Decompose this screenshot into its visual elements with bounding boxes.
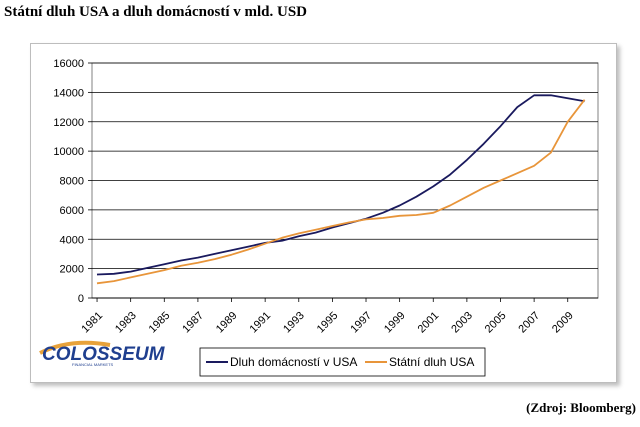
x-tick-label: 2001: [416, 310, 442, 336]
logo-swoosh-icon: [39, 340, 111, 355]
x-tick-label: 2005: [483, 310, 509, 336]
logo-text: COLOSSEUM: [42, 344, 166, 365]
series-line-1: [96, 94, 585, 276]
x-axis-ticks: 1981 1983 1985 1987 1989 1991 1993 1995 1997 1999…: [79, 297, 598, 336]
y-tick-label: 10000: [53, 146, 84, 158]
y-tick-label: 2000: [60, 264, 84, 276]
legend-label-household: Dluh domácností v USA: [230, 355, 357, 369]
x-tick-label: 1993: [281, 310, 307, 336]
series-line-2: [96, 99, 586, 285]
legend-label-state: Státní dluh USA: [389, 355, 474, 369]
source-note: (Zdroj: Bloomberg): [526, 400, 636, 415]
x-tick-label: 1997: [348, 310, 374, 336]
series-lines: [96, 94, 586, 285]
x-tick-label: 1981: [79, 310, 105, 336]
y-tick-label: 16000: [53, 58, 84, 70]
y-axis-ticks: 0 2000 4000 6000 8000 10000 12000 14000 16000: [53, 58, 92, 305]
x-tick-label: 1991: [247, 310, 273, 336]
chart-frame: [30, 43, 617, 383]
logo-subtitle: FINANCIAL MARKETS: [72, 362, 114, 367]
x-tick-label: 1983: [113, 310, 139, 336]
x-tick-label: 1999: [382, 310, 408, 336]
y-tick-label: 0: [78, 293, 84, 305]
chart-title: Státní dluh USA a dluh domácností v mld.…: [4, 4, 308, 20]
x-tick-label: 1985: [147, 310, 173, 336]
x-tick-label: 1987: [180, 310, 206, 336]
x-tick-label: 2007: [516, 310, 542, 336]
x-tick-label: 1989: [214, 310, 240, 336]
colosseum-logo: COLOSSEUM FINANCIAL MARKETS: [39, 340, 166, 367]
legend: Dluh domácností v USA Státní dluh USA: [199, 347, 486, 377]
y-tick-label: 14000: [53, 87, 84, 99]
y-tick-label: 4000: [60, 234, 84, 246]
legend-box: [199, 347, 486, 377]
x-tick-label: 2009: [550, 310, 576, 336]
y-tick-label: 8000: [60, 176, 84, 188]
x-tick-label: 2003: [449, 310, 475, 336]
x-tick-label: 1995: [315, 310, 341, 336]
y-tick-label: 12000: [53, 117, 84, 129]
y-tick-label: 6000: [60, 205, 84, 217]
